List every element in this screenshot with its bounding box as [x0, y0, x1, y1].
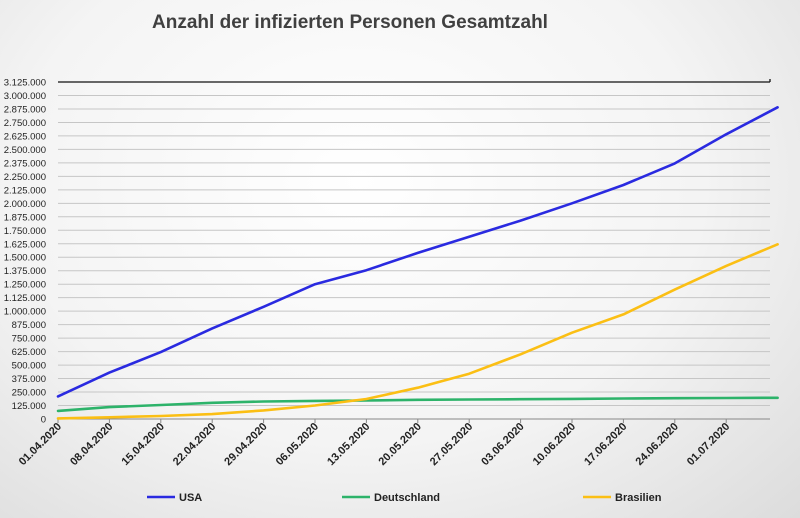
y-tick-label: 1.250.000: [4, 280, 46, 291]
y-tick-label: 500.000: [12, 361, 46, 372]
legend-label: Deutschland: [374, 492, 440, 504]
gridlines: [58, 79, 771, 420]
y-tick-label: 125.000: [12, 401, 46, 412]
y-tick-label: 0: [41, 415, 46, 426]
y-tick-label: 375.000: [12, 374, 46, 385]
x-tick-label: 10.06.2020: [531, 421, 578, 468]
y-tick-label: 875.000: [12, 320, 46, 331]
x-tick-label: 22.04.2020: [171, 421, 218, 468]
y-tick-label: 1.625.000: [4, 239, 46, 250]
y-tick-label: 2.000.000: [4, 199, 46, 210]
y-tick-label: 2.875.000: [4, 104, 46, 115]
y-tick-label: 2.375.000: [4, 158, 46, 169]
x-tick-label: 17.06.2020: [582, 421, 629, 468]
y-tick-label: 250.000: [12, 388, 46, 399]
y-tick-label: 1.500.000: [4, 253, 46, 264]
y-tick-label: 3.000.000: [4, 91, 46, 102]
y-tick-label: 1.375.000: [4, 266, 46, 277]
x-tick-label: 01.07.2020: [685, 421, 732, 468]
x-tick-label: 03.06.2020: [479, 421, 526, 468]
y-tick-label: 2.250.000: [4, 172, 46, 183]
x-tick-label: 06.05.2020: [274, 421, 321, 468]
y-tick-label: 3.125.000: [4, 78, 46, 89]
y-tick-label: 1.750.000: [4, 226, 46, 237]
series-lines: [56, 106, 779, 420]
legend-label: Brasilien: [615, 492, 662, 504]
y-tick-label: 1.000.000: [4, 307, 46, 318]
legend-label: USA: [179, 492, 202, 504]
x-axis-ticks: 01.04.2020 08.04.2020 15.04.2020 22.04.2020…: [17, 419, 732, 468]
y-tick-label: 2.125.000: [4, 185, 46, 196]
y-tick-label: 625.000: [12, 347, 46, 358]
legend: USA Deutschland Brasilien: [147, 492, 662, 504]
y-tick-label: 1.875.000: [4, 212, 46, 223]
series-line-deutschland: [56, 396, 779, 413]
y-tick-label: 2.500.000: [4, 145, 46, 156]
chart-title: Anzahl der infizierten Personen Gesamtza…: [152, 12, 548, 33]
series-line-usa: [56, 106, 779, 398]
y-tick-label: 2.625.000: [4, 131, 46, 142]
y-axis-ticks: 0 125.000 250.000 375.000 500.000 625.000 750.…: [4, 78, 46, 426]
y-tick-label: 750.000: [12, 334, 46, 345]
x-tick-label: 24.06.2020: [634, 421, 681, 468]
x-tick-label: 29.04.2020: [222, 421, 269, 468]
series-line-brasilien: [56, 243, 779, 420]
x-tick-label: 15.04.2020: [120, 421, 167, 468]
x-tick-label: 27.05.2020: [428, 421, 475, 468]
x-tick-label: 08.04.2020: [68, 421, 115, 468]
y-tick-label: 2.750.000: [4, 118, 46, 129]
y-tick-label: 1.125.000: [4, 293, 46, 304]
x-tick-label: 20.05.2020: [377, 421, 424, 468]
x-tick-label: 01.04.2020: [17, 421, 64, 468]
x-tick-label: 13.05.2020: [325, 421, 372, 468]
